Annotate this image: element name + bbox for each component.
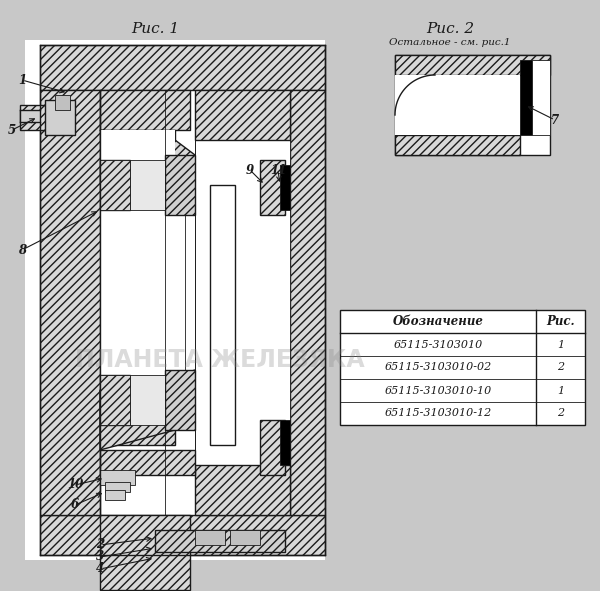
Bar [210,185,235,445]
Bar [195,530,225,545]
Text: Рис. 2: Рис. 2 [426,22,474,36]
Bar [100,470,135,485]
Bar [290,90,325,515]
Bar [40,90,100,515]
Text: ПЛАНЕТА ЖЕЛЕЗЯКА: ПЛАНЕТА ЖЕЛЕЗЯКА [75,348,365,372]
Text: Остальное - см. рис.1: Остальное - см. рис.1 [389,38,511,47]
Bar [100,375,130,425]
Bar [45,100,75,135]
Bar [532,60,550,135]
Bar [395,135,520,155]
Bar [130,160,165,210]
Bar [40,45,325,90]
Bar [340,310,585,425]
Bar [195,90,290,140]
Text: 4: 4 [96,563,104,576]
Text: 6: 6 [71,498,79,511]
Bar [100,375,130,425]
Bar [100,165,185,410]
Text: 7: 7 [551,113,559,126]
Text: 1: 1 [557,385,564,395]
Polygon shape [100,370,195,450]
Bar [20,110,40,122]
Bar [100,450,195,475]
Text: 2: 2 [96,538,104,551]
Bar [260,160,285,215]
Bar [40,515,325,555]
Text: 2: 2 [557,362,564,372]
Text: 8: 8 [18,243,26,256]
Bar [230,530,260,545]
Bar [100,130,175,165]
Bar [165,155,195,215]
Bar [260,420,285,475]
Bar [280,165,290,210]
Text: Обозначение: Обозначение [392,315,484,328]
Bar [40,90,290,515]
Bar [20,105,65,130]
Text: Рис.: Рис. [546,315,575,328]
Bar [195,465,290,515]
Bar [105,490,125,500]
Bar [520,60,532,135]
Text: 9: 9 [246,164,254,177]
Text: 11: 11 [270,164,286,177]
Bar [130,375,165,425]
Bar [100,160,130,210]
Text: 10: 10 [67,479,83,492]
Text: 65115-3103010-02: 65115-3103010-02 [385,362,491,372]
Bar [55,95,70,110]
Text: 2: 2 [557,408,564,418]
Text: 5: 5 [8,124,16,137]
Text: 1: 1 [18,73,26,86]
Bar [165,370,195,430]
Bar [155,530,285,552]
Bar [25,40,325,560]
Bar [195,90,290,515]
Bar [395,75,520,135]
Text: 65115-3103010-10: 65115-3103010-10 [385,385,491,395]
Bar [395,55,550,75]
Text: 65115-3103010: 65115-3103010 [394,339,482,349]
Text: 65115-3103010-12: 65115-3103010-12 [385,408,491,418]
Bar [105,482,130,492]
Bar [280,420,290,465]
Bar [195,140,290,465]
Text: 1: 1 [557,339,564,349]
Bar [100,90,190,130]
Bar [100,390,175,445]
Bar [100,515,190,590]
Bar [100,130,175,185]
Bar [100,160,130,210]
Polygon shape [100,130,195,200]
Bar [395,55,550,155]
Text: 3: 3 [96,550,104,563]
Text: Рис. 1: Рис. 1 [131,22,179,36]
